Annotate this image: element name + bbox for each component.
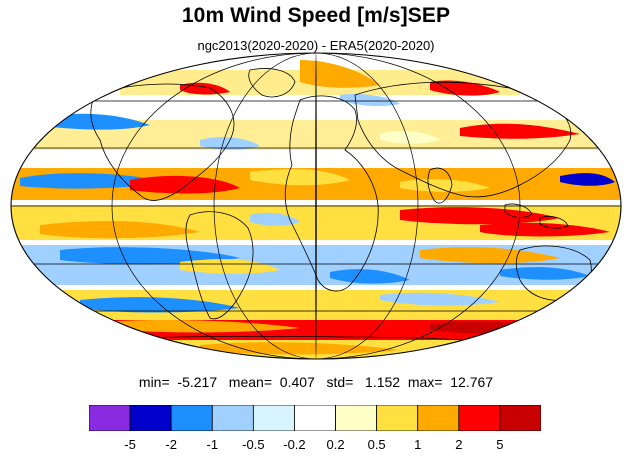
std-value: 1.152 — [365, 374, 401, 390]
colorbar-tick-label: -2 — [165, 437, 177, 452]
colorbar-swatch — [294, 405, 336, 431]
std-label: std= — [326, 374, 354, 390]
colorbar-swatch — [376, 405, 419, 431]
colorbar-swatch — [458, 405, 501, 431]
colorbar-tick-label: -5 — [124, 437, 136, 452]
mean-label: mean= — [228, 374, 272, 390]
colorbar-swatch — [211, 405, 254, 431]
statistics-line: min= -5.217 mean= 0.407 std= 1.152 max= … — [0, 374, 632, 390]
mean-value: 0.407 — [279, 374, 315, 390]
max-label: max= — [407, 374, 443, 390]
colorbar-tick-label: 0.5 — [367, 437, 386, 452]
colorbar-tick-label: 0.2 — [326, 437, 345, 452]
colorbar-swatch — [170, 405, 213, 431]
colorbar-tick-label: 1 — [414, 437, 422, 452]
colorbar-tick-label: -0.5 — [242, 437, 265, 452]
colorbar-swatch — [89, 405, 131, 431]
colorbar-swatch — [417, 405, 460, 431]
colorbar-swatch — [252, 405, 295, 431]
anomaly-field — [11, 53, 621, 359]
colorbar-swatch — [335, 405, 378, 431]
colorbar-swatch — [499, 405, 541, 431]
min-label: min= — [138, 374, 170, 390]
min-value: -5.217 — [177, 374, 218, 390]
plot-title: 10m Wind Speed [m/s]SEP — [181, 4, 451, 27]
graticule — [11, 53, 621, 359]
colorbar — [89, 405, 541, 431]
colorbar-tick-label: 5 — [496, 437, 504, 452]
map-border — [10, 52, 622, 360]
colorbar-tick-label: -0.2 — [283, 437, 306, 452]
colorbar-tick-label: -1 — [206, 437, 219, 452]
colorbar-tick-label: 2 — [455, 437, 463, 452]
colorbar-swatch — [129, 405, 172, 431]
max-value: 12.767 — [450, 374, 494, 390]
plot-subtitle: ngc2013(2020-2020) - ERA5(2020-2020) — [197, 38, 435, 53]
